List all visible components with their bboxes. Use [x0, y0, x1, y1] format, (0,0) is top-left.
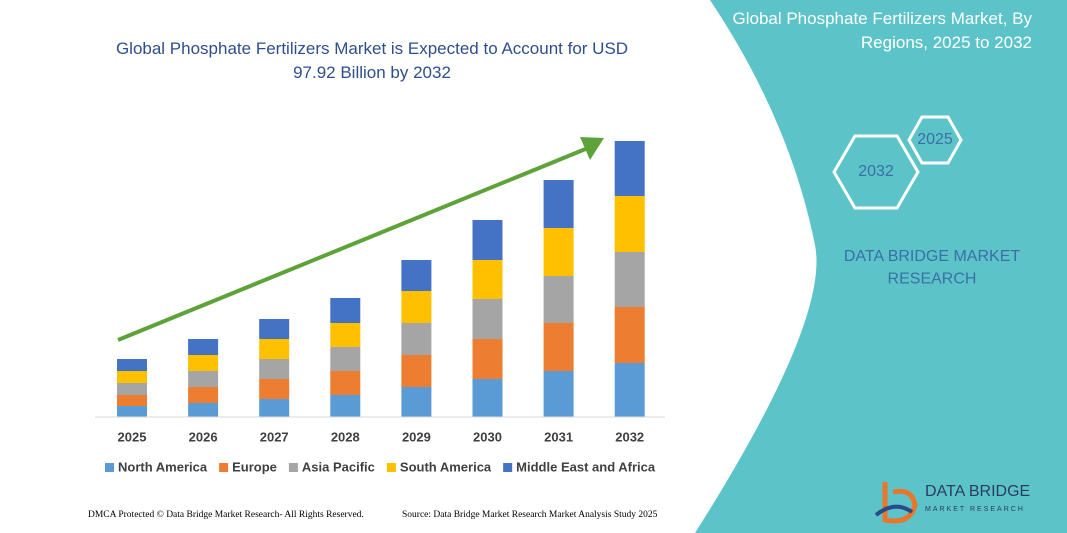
side-panel — [695, 0, 1067, 533]
bar-segment — [188, 387, 219, 403]
x-tick-label: 2029 — [402, 429, 431, 444]
bar-segment — [330, 371, 361, 395]
footer-right: Source: Data Bridge Market Research Mark… — [402, 510, 658, 520]
bar-segment — [543, 228, 574, 276]
bar-segment — [401, 387, 432, 417]
bar-segment — [543, 276, 574, 323]
hex-label: 2025 — [917, 131, 953, 148]
bar-segment — [614, 307, 645, 363]
bar-segment — [401, 291, 432, 323]
hexagon — [832, 134, 920, 210]
x-tick-label: 2028 — [331, 429, 360, 444]
legend-swatch — [288, 463, 298, 472]
bar-segment — [259, 359, 290, 379]
bar-segment — [472, 299, 503, 339]
bar-segment — [614, 252, 645, 307]
bar-segment — [330, 347, 361, 371]
bar-segment — [543, 323, 574, 371]
bar-segment — [259, 319, 290, 339]
panel-title-1: Global Phosphate Fertilizers Market, By R… — [732, 9, 1032, 52]
bar-segment — [117, 371, 147, 383]
legend-swatch — [219, 463, 229, 472]
bar-segment — [259, 399, 290, 417]
logo-name: DATA BRIDGE — [925, 483, 1030, 500]
logo-mark — [874, 504, 914, 517]
bar-segment — [330, 298, 361, 323]
x-tick-label: 2030 — [473, 429, 502, 444]
bar-segment — [401, 355, 432, 387]
x-tick-label: 2031 — [544, 429, 573, 444]
legend-swatch — [105, 463, 114, 472]
bar-segment — [614, 196, 645, 252]
legend-swatch — [503, 463, 513, 472]
hex-label: 2032 — [858, 163, 894, 180]
bar-segment — [614, 141, 645, 196]
x-tick-label: 2025 — [118, 429, 147, 444]
bar-segment — [472, 379, 503, 417]
logo-tagline: MARKET RESEARCH — [925, 506, 1025, 513]
x-tick-label: 2026 — [189, 429, 218, 444]
legend-swatch — [386, 463, 396, 472]
bar-segment — [259, 379, 290, 399]
bar-segment — [401, 260, 432, 291]
bar-segment — [543, 180, 574, 228]
bar-segment — [188, 403, 219, 417]
legend-label: Middle East and Africa — [516, 459, 656, 474]
logo-mark — [882, 482, 918, 524]
bar-segment — [117, 383, 147, 395]
x-tick-label: 2027 — [260, 429, 289, 444]
bar-segment — [188, 371, 219, 387]
bar-segment — [401, 323, 432, 355]
footer-left: DMCA Protected © Data Bridge Market Rese… — [88, 509, 364, 520]
bar-segment — [117, 406, 147, 417]
bar-segment — [259, 339, 290, 359]
chart: 2025 2026 2027 2028 2029 2030 2031 2032 North Am… — [95, 137, 665, 474]
legend-label: North America — [118, 459, 208, 474]
bar-segment — [330, 323, 361, 347]
bar-segment — [188, 355, 219, 371]
trend-arrowhead — [580, 137, 604, 160]
trend-arrow — [117, 146, 589, 342]
bar-segment — [472, 220, 503, 260]
bar-segment — [472, 260, 503, 299]
legend-label: Europe — [232, 459, 277, 474]
bar-segment — [472, 339, 503, 379]
bar-segment — [117, 395, 147, 406]
logo: DATA BRIDGE MARKET RESEARCH — [874, 482, 1030, 524]
hexagon — [907, 115, 963, 165]
bar-segment — [117, 359, 147, 371]
bar-segment — [330, 395, 361, 417]
bar-segment — [614, 363, 645, 417]
x-tick-label: 2032 — [615, 429, 644, 444]
brand-text: DATA BRIDGE MARKET RESEARCH — [844, 248, 1021, 287]
chart-title: Global Phosphate Fertilizers Market is E… — [116, 39, 628, 82]
legend-label: Asia Pacific — [302, 459, 375, 474]
bar-segment — [188, 339, 219, 355]
legend-label: South America — [400, 459, 492, 474]
bar-segment — [543, 371, 574, 417]
